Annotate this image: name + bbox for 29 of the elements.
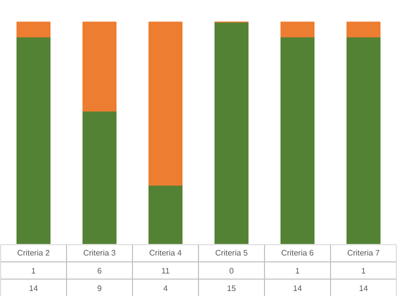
bar [148, 22, 182, 186]
bar [148, 184, 182, 244]
data-label: 1 [361, 266, 366, 276]
data-label: 4 [163, 284, 168, 293]
bar [16, 22, 50, 38]
data-label: 14 [29, 284, 38, 293]
data-label: 14 [293, 284, 302, 293]
bar [16, 36, 50, 244]
data-label: 15 [227, 284, 236, 293]
bar [214, 22, 248, 244]
x-tick-label: Criteria 3 [83, 248, 116, 258]
data-label: 6 [97, 266, 102, 276]
bar [346, 22, 380, 38]
bar [280, 22, 314, 38]
bar [280, 36, 314, 244]
data-label: 9 [97, 284, 102, 293]
data-label: 1 [31, 266, 36, 276]
bar [346, 36, 380, 244]
bar [82, 22, 116, 112]
data-label: 0 [229, 266, 234, 276]
x-tick-label: Criteria 6 [281, 248, 314, 258]
x-tick-label: Criteria 2 [17, 248, 50, 258]
x-tick-label: Criteria 5 [215, 248, 248, 258]
data-label: 11 [161, 266, 170, 276]
x-tick-label: Criteria 4 [149, 248, 182, 258]
data-label: 1 [295, 266, 300, 276]
bar [82, 110, 116, 244]
x-tick-label: Criteria 7 [347, 248, 380, 258]
data-label: 14 [359, 284, 368, 293]
